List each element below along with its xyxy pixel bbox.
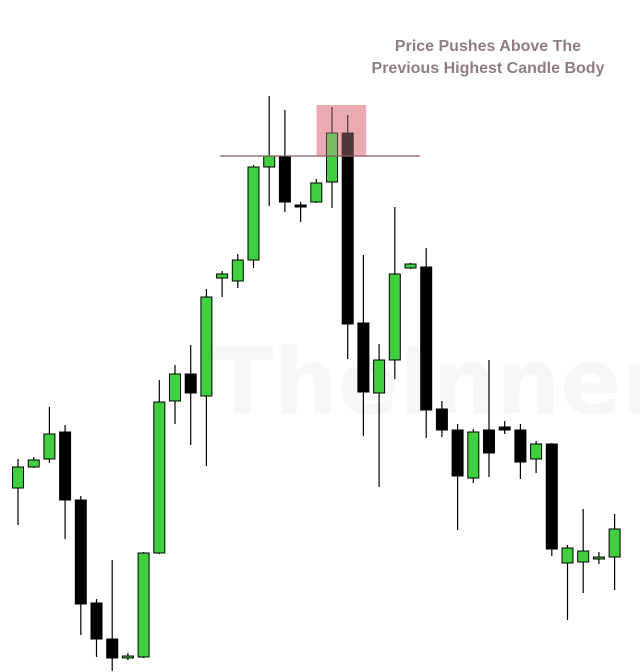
- bullish-candle: [247, 166, 260, 261]
- bearish-candle: [420, 266, 433, 411]
- bearish-candle: [435, 408, 448, 431]
- bullish-candle: [388, 273, 401, 361]
- bullish-candle: [326, 132, 338, 183]
- bearish-candle: [514, 429, 527, 463]
- bullish-candle: [137, 552, 150, 658]
- highlight-overlay: [316, 105, 367, 156]
- bullish-candle: [608, 528, 621, 558]
- bearish-candle: [498, 426, 511, 431]
- bearish-candle: [357, 322, 370, 393]
- bearish-candle: [278, 156, 291, 203]
- bearish-candle: [545, 443, 558, 550]
- bullish-candle: [27, 459, 40, 468]
- bullish-candle: [561, 547, 574, 564]
- bullish-candle: [577, 550, 590, 563]
- highlight-zone: [316, 105, 367, 156]
- bearish-candle: [90, 602, 103, 640]
- bearish-candle: [451, 429, 464, 477]
- bullish-candle: [373, 359, 386, 394]
- bullish-candle: [12, 466, 24, 489]
- bullish-candle: [404, 263, 417, 269]
- bullish-candle: [310, 182, 323, 203]
- bullish-candle: [231, 259, 244, 282]
- annotation-line-2: Previous Highest Candle Body: [371, 60, 605, 77]
- bearish-candle: [341, 132, 354, 325]
- bullish-candle: [263, 155, 276, 168]
- bearish-candle: [59, 431, 72, 501]
- bearish-candle: [74, 499, 87, 605]
- bearish-candle: [106, 638, 119, 659]
- chart-annotation: Price Pushes Above The Previous Highest …: [352, 36, 624, 80]
- bullish-candle: [43, 433, 56, 460]
- bullish-candle: [216, 273, 229, 279]
- annotation-line-1: Price Pushes Above The: [394, 38, 582, 55]
- bullish-candle: [592, 556, 605, 560]
- bullish-candle: [530, 443, 543, 460]
- bearish-candle: [184, 373, 197, 394]
- bullish-candle: [467, 431, 480, 479]
- bullish-candle: [169, 373, 181, 402]
- bullish-candle: [200, 296, 213, 397]
- bearish-candle: [294, 204, 307, 208]
- bullish-candle: [121, 655, 134, 659]
- bearish-candle: [483, 429, 495, 454]
- bullish-candle: [153, 401, 166, 554]
